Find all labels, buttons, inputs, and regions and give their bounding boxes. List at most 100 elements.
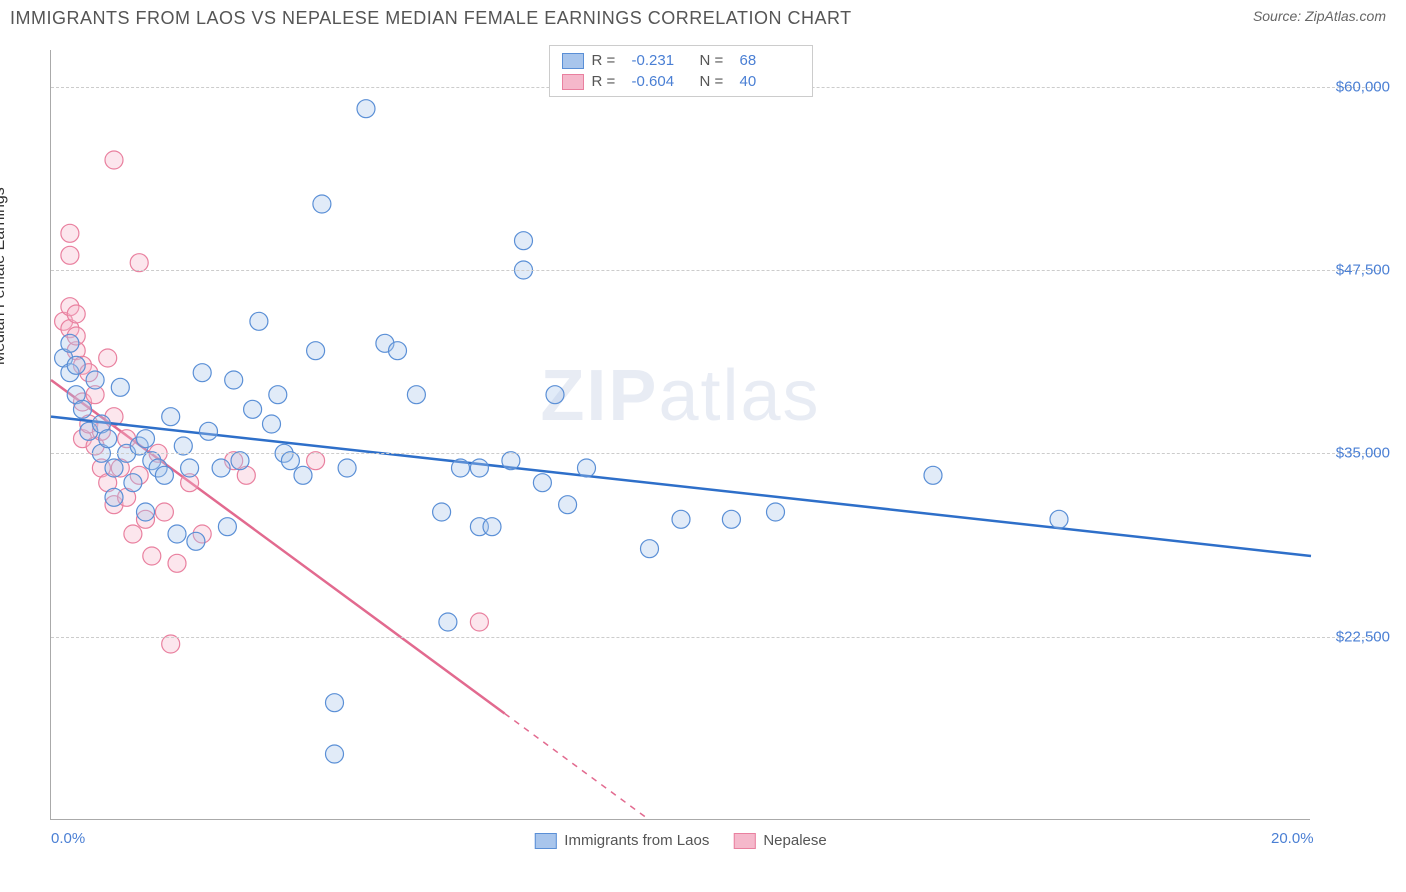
trend-line-laos <box>51 417 1311 556</box>
data-point-laos <box>61 334 79 352</box>
plot-area: ZIPatlas R = -0.231 N = 68 R = -0.604 N … <box>50 50 1310 820</box>
data-point-laos <box>307 342 325 360</box>
data-point-laos <box>137 503 155 521</box>
swatch-nepalese <box>562 74 584 90</box>
data-point-laos <box>250 312 268 330</box>
r-label: R = <box>592 73 624 90</box>
data-point-laos <box>483 518 501 536</box>
data-point-laos <box>338 459 356 477</box>
data-point-laos <box>515 232 533 250</box>
data-point-laos <box>559 496 577 514</box>
data-point-laos <box>269 386 287 404</box>
data-point-laos <box>225 371 243 389</box>
n-value-nepalese: 40 <box>740 73 800 90</box>
data-point-laos <box>439 613 457 631</box>
y-tick-label: $22,500 <box>1336 628 1390 645</box>
data-point-laos <box>218 518 236 536</box>
data-point-laos <box>407 386 425 404</box>
data-point-laos <box>767 503 785 521</box>
r-value-laos: -0.231 <box>632 52 692 69</box>
data-point-nepalese <box>99 349 117 367</box>
data-point-laos <box>389 342 407 360</box>
data-point-laos <box>231 452 249 470</box>
data-point-nepalese <box>67 305 85 323</box>
data-point-nepalese <box>168 554 186 572</box>
legend-item-nepalese: Nepalese <box>733 832 826 849</box>
data-point-laos <box>502 452 520 470</box>
data-point-laos <box>326 745 344 763</box>
data-point-laos <box>722 510 740 528</box>
data-point-laos <box>67 356 85 374</box>
x-tick-label: 20.0% <box>1271 830 1314 847</box>
data-point-laos <box>187 532 205 550</box>
data-point-nepalese <box>143 547 161 565</box>
legend-row-nepalese: R = -0.604 N = 40 <box>562 71 800 92</box>
data-point-nepalese <box>124 525 142 543</box>
data-point-laos <box>168 525 186 543</box>
n-value-laos: 68 <box>740 52 800 69</box>
data-point-nepalese <box>61 246 79 264</box>
chart-container: Median Female Earnings ZIPatlas R = -0.2… <box>10 40 1396 850</box>
data-point-laos <box>546 386 564 404</box>
correlation-legend: R = -0.231 N = 68 R = -0.604 N = 40 <box>549 45 813 97</box>
data-point-laos <box>470 459 488 477</box>
r-value-nepalese: -0.604 <box>632 73 692 90</box>
y-tick-label: $47,500 <box>1336 262 1390 279</box>
x-tick-label: 0.0% <box>51 830 85 847</box>
data-point-laos <box>162 408 180 426</box>
y-tick-label: $60,000 <box>1336 78 1390 95</box>
data-point-laos <box>578 459 596 477</box>
legend-label-laos: Immigrants from Laos <box>564 832 709 849</box>
data-point-nepalese <box>105 151 123 169</box>
data-point-laos <box>433 503 451 521</box>
data-point-laos <box>244 400 262 418</box>
data-point-laos <box>357 100 375 118</box>
data-point-laos <box>1050 510 1068 528</box>
data-point-laos <box>99 430 117 448</box>
data-point-laos <box>174 437 192 455</box>
data-point-laos <box>452 459 470 477</box>
source-prefix: Source: <box>1253 8 1305 24</box>
data-point-laos <box>281 452 299 470</box>
swatch-laos <box>562 53 584 69</box>
data-point-laos <box>74 400 92 418</box>
data-point-laos <box>533 474 551 492</box>
chart-title: IMMIGRANTS FROM LAOS VS NEPALESE MEDIAN … <box>10 8 852 29</box>
n-label: N = <box>700 73 732 90</box>
swatch-laos <box>534 833 556 849</box>
data-point-laos <box>181 459 199 477</box>
data-point-nepalese <box>162 635 180 653</box>
n-label: N = <box>700 52 732 69</box>
data-point-laos <box>137 430 155 448</box>
data-point-laos <box>105 488 123 506</box>
gridline <box>51 453 1380 454</box>
data-point-laos <box>200 422 218 440</box>
swatch-nepalese <box>733 833 755 849</box>
y-tick-label: $35,000 <box>1336 445 1390 462</box>
legend-item-laos: Immigrants from Laos <box>534 832 709 849</box>
trend-line-extrapolated-nepalese <box>505 713 650 820</box>
source-attribution: Source: ZipAtlas.com <box>1253 8 1386 24</box>
data-point-laos <box>641 540 659 558</box>
series-legend: Immigrants from Laos Nepalese <box>534 832 826 849</box>
gridline <box>51 637 1380 638</box>
data-point-laos <box>193 364 211 382</box>
chart-header: IMMIGRANTS FROM LAOS VS NEPALESE MEDIAN … <box>0 0 1406 29</box>
legend-label-nepalese: Nepalese <box>763 832 826 849</box>
data-point-laos <box>124 474 142 492</box>
data-point-laos <box>105 459 123 477</box>
source-name: ZipAtlas.com <box>1305 8 1386 24</box>
data-point-laos <box>86 371 104 389</box>
data-point-laos <box>924 466 942 484</box>
legend-row-laos: R = -0.231 N = 68 <box>562 50 800 71</box>
data-point-nepalese <box>130 254 148 272</box>
plot-svg <box>51 50 1310 819</box>
data-point-laos <box>294 466 312 484</box>
data-point-laos <box>263 415 281 433</box>
data-point-nepalese <box>470 613 488 631</box>
r-label: R = <box>592 52 624 69</box>
data-point-laos <box>155 466 173 484</box>
data-point-laos <box>672 510 690 528</box>
data-point-laos <box>111 378 129 396</box>
data-point-nepalese <box>307 452 325 470</box>
